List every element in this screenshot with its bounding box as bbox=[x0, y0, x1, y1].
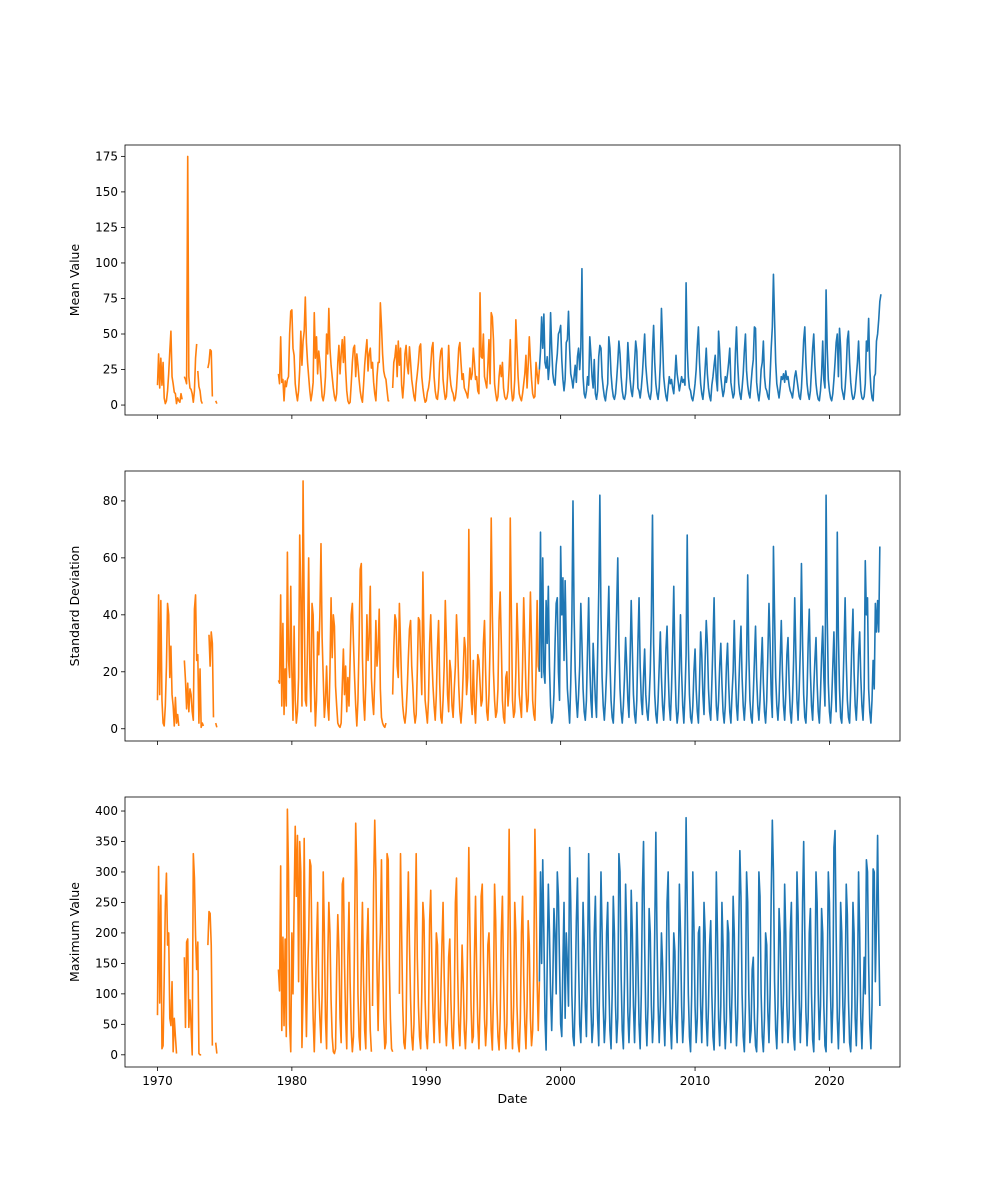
series-line-orange bbox=[214, 1042, 218, 1054]
series-line-orange bbox=[208, 631, 215, 718]
y-tick-label: 150 bbox=[95, 185, 118, 199]
subplot-2: 0 20 40 60 80 Standard Deviation bbox=[67, 470, 901, 745]
x-tick-label: 1970 bbox=[142, 1074, 173, 1088]
series-line-orange bbox=[391, 291, 541, 404]
y-tick-label: 0 bbox=[110, 1048, 118, 1062]
series-line-orange bbox=[207, 910, 214, 1046]
plot-frame bbox=[124, 796, 901, 1068]
y-tick-label: 300 bbox=[95, 865, 118, 879]
y-tick-label: 50 bbox=[103, 1017, 118, 1031]
y-tick-label: 0 bbox=[110, 398, 118, 412]
series-line-blue bbox=[538, 816, 881, 1053]
series-line-orange bbox=[183, 155, 198, 404]
series-line-orange bbox=[183, 594, 205, 729]
series-line-orange bbox=[277, 480, 387, 729]
y-tick-label: 0 bbox=[110, 722, 118, 736]
series-line-orange bbox=[207, 348, 214, 397]
y-tick-label: 350 bbox=[95, 834, 118, 848]
x-tick-label: 1990 bbox=[411, 1074, 442, 1088]
series-line-orange bbox=[391, 517, 541, 724]
series-line-blue bbox=[538, 494, 881, 724]
series-line-orange bbox=[156, 865, 178, 1054]
y-tick-label: 100 bbox=[95, 256, 118, 270]
y-tick-label: 40 bbox=[103, 608, 118, 622]
y-tick-label: 150 bbox=[95, 956, 118, 970]
series-line-orange bbox=[156, 594, 180, 727]
series-line-orange bbox=[277, 808, 373, 1055]
series-line-orange bbox=[398, 828, 541, 1053]
y-tick-label: 60 bbox=[103, 551, 118, 565]
y-tick-label: 175 bbox=[95, 149, 118, 163]
y-tick-label: 125 bbox=[95, 220, 118, 234]
subplot-3: 0 50 100 150 200 250 300 350 400 1970 1980 1990 2000… bbox=[67, 796, 901, 1088]
plot-frame bbox=[124, 470, 901, 742]
y-tick-label: 250 bbox=[95, 895, 118, 909]
y-tick-label: 75 bbox=[103, 291, 118, 305]
y-axis-label: Maximum Value bbox=[67, 882, 82, 982]
y-tick-label: 25 bbox=[103, 363, 118, 377]
y-axis-label: Mean Value bbox=[67, 244, 82, 317]
y-tick-label: 20 bbox=[103, 665, 118, 679]
series-line-orange bbox=[197, 370, 204, 404]
y-axis-label: Standard Deviation bbox=[67, 546, 82, 667]
series-line-orange bbox=[214, 722, 218, 728]
series-line-orange bbox=[371, 819, 394, 1053]
series-line-orange bbox=[156, 330, 183, 405]
y-tick-label: 100 bbox=[95, 987, 118, 1001]
x-axis-label: Date bbox=[498, 1091, 528, 1106]
series-line-orange bbox=[214, 400, 218, 404]
y-tick-label: 400 bbox=[95, 804, 118, 818]
x-tick-label: 2000 bbox=[545, 1074, 576, 1088]
series-line-orange bbox=[183, 852, 202, 1056]
series-line-blue bbox=[538, 267, 882, 402]
y-tick-label: 80 bbox=[103, 494, 118, 508]
x-tick-label: 1980 bbox=[277, 1074, 308, 1088]
y-tick-label: 200 bbox=[95, 926, 118, 940]
x-tick-label: 2020 bbox=[814, 1074, 845, 1088]
plot-frame bbox=[124, 144, 901, 416]
subplot-1: 0 25 50 75 100 125 150 175 Mean Value bbox=[67, 144, 901, 419]
x-tick-label: 2010 bbox=[680, 1074, 711, 1088]
series-line-orange bbox=[277, 296, 390, 405]
y-tick-label: 50 bbox=[103, 327, 118, 341]
